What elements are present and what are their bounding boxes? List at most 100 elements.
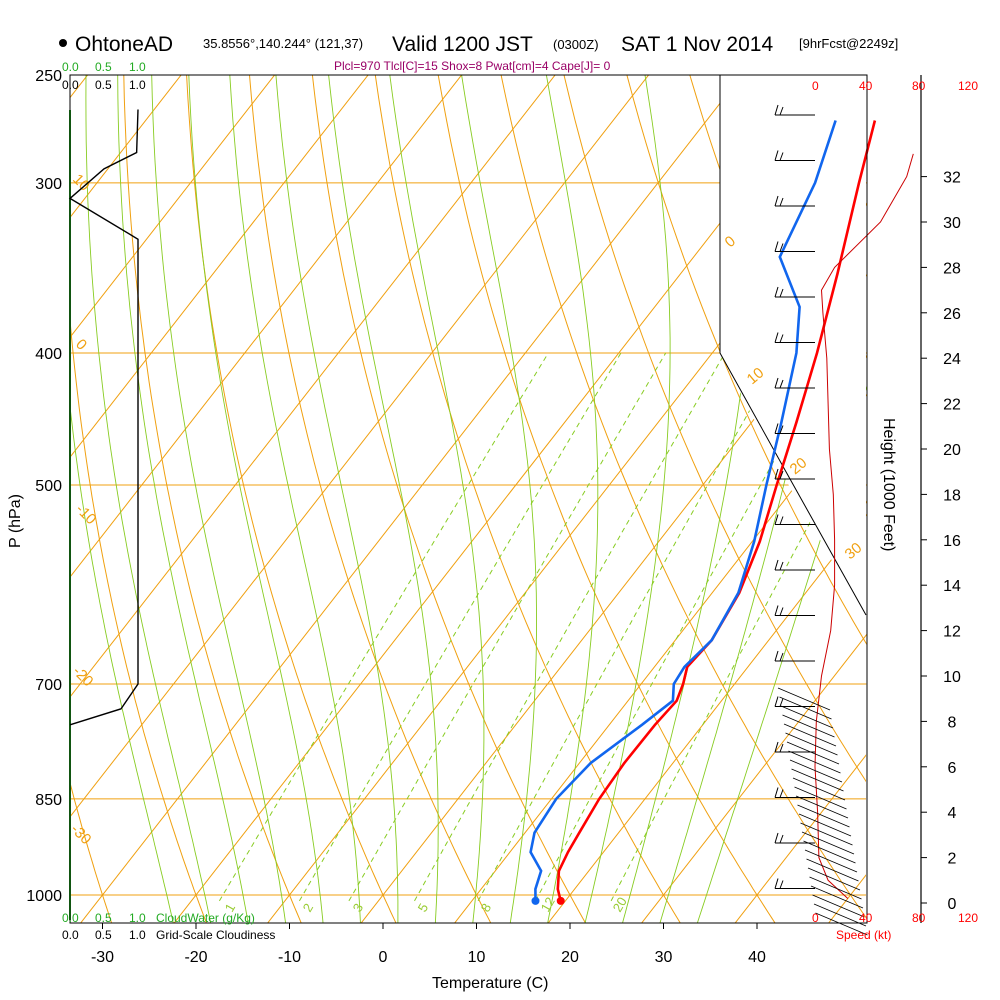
wind-barb-flag — [774, 650, 779, 662]
dry-adiabat-line — [186, 75, 397, 923]
top-cloudwater-tick-0: 0.0 — [62, 60, 79, 74]
mixing-ratio-line — [218, 352, 549, 902]
temperature-tick-label: 30 — [655, 949, 673, 966]
bottom-cloudiness-tick-2: 1.0 — [129, 928, 146, 942]
height-tick-label: 14 — [943, 578, 961, 595]
wind-barb — [803, 840, 856, 864]
wind-barb-flag — [779, 379, 784, 389]
moist-adiabat-line — [70, 402, 174, 923]
wind-barb — [794, 786, 847, 810]
wind-barb — [779, 696, 832, 720]
wind-barb — [788, 750, 841, 774]
dry-adiabat-line — [248, 75, 492, 923]
height-tick-label: 28 — [943, 260, 961, 277]
wind-barb-flag — [774, 696, 779, 707]
isotherm-line — [70, 75, 369, 458]
dry-adiabat-label: -10 — [72, 501, 99, 528]
wind-barb — [792, 777, 846, 801]
dry-adiabat-line — [70, 780, 113, 923]
isotherm-line — [70, 75, 556, 698]
wind-barb-flag — [779, 243, 784, 252]
indices-line: Plcl=970 Tlcl[C]=15 Shox=8 Pwat[cm]=4 Ca… — [334, 59, 611, 73]
pressure-tick-label: 250 — [35, 68, 62, 85]
wind-barb — [809, 876, 862, 900]
temperature-tick-label: -30 — [91, 949, 114, 966]
station-marker-icon — [59, 39, 67, 47]
moist-adiabat-line — [85, 75, 212, 923]
wind-barb-flag — [779, 197, 784, 207]
wind-barb-flag — [779, 425, 784, 434]
temperature-tick-label: 20 — [561, 949, 579, 966]
dry-adiabat-line — [123, 75, 302, 923]
wind-barb-flag — [774, 195, 779, 207]
top-cloudwater-tick-2: 1.0 — [129, 60, 146, 74]
wind-barb-flag — [779, 516, 784, 525]
dry-adiabat-label: 10 — [69, 171, 93, 195]
speed-bottom-tick-1: 40 — [859, 911, 873, 925]
wind-barb-flag — [779, 698, 784, 707]
wind-barb-flag — [779, 334, 784, 343]
wind-barb-flag — [774, 150, 779, 161]
moist-adiabat-line — [151, 75, 287, 923]
pressure-tick-label: 300 — [35, 176, 62, 193]
mixing-ratio-label: 3 — [350, 901, 367, 915]
speed-top-tick-3: 120 — [958, 79, 978, 93]
utc-time: (0300Z) — [553, 37, 599, 52]
height-axis-label: Height (1000 Feet) — [880, 418, 897, 551]
wind-barb-flag — [779, 743, 784, 753]
height-tick-label: 26 — [943, 306, 961, 323]
top-cloudiness-tick-1: 0.5 — [95, 78, 112, 92]
wind-barb-flag — [779, 880, 784, 889]
wind-barb — [786, 741, 840, 765]
dry-adiabat-line — [70, 314, 207, 923]
temperature-tick-label: 10 — [468, 949, 486, 966]
top-cloudiness-tick-0: 0.0 — [62, 78, 79, 92]
speed-top-tick-1: 40 — [859, 79, 873, 93]
wind-barb-flag — [779, 607, 784, 616]
wind-barb — [813, 903, 867, 927]
wind-barb — [782, 714, 835, 738]
mixing-ratio-label: 8 — [478, 901, 495, 915]
plot-frame — [69, 74, 868, 924]
wind-barb-flag — [774, 332, 779, 343]
isotherm-line — [641, 633, 867, 923]
wind-barb — [800, 822, 853, 846]
wind-barb-flag — [774, 377, 779, 389]
moist-adiabat-line — [545, 75, 599, 923]
isotherm-line — [70, 75, 182, 219]
dry-adiabat-line — [500, 75, 867, 920]
terrain-boundary-line — [719, 75, 867, 616]
wind-barb-flag — [774, 878, 779, 889]
isotherm-line — [360, 273, 867, 923]
valid-date: SAT 1 Nov 2014 — [621, 33, 773, 56]
temperature-line — [556, 120, 877, 902]
wind-column — [774, 75, 922, 936]
isotherm-line — [0, 51, 13, 924]
surface-temperature-dot — [556, 896, 565, 905]
pressure-axis-label: P (hPa) — [7, 494, 24, 548]
wind-barb — [785, 732, 838, 756]
wind-barb — [791, 768, 844, 792]
pressure-tick-label: 850 — [35, 792, 62, 809]
dry-adiabat-line — [374, 75, 681, 923]
wind-barb-flag — [774, 514, 779, 525]
height-tick-label: 8 — [948, 714, 957, 731]
wind-barb-flag — [774, 832, 779, 844]
wind-barb — [798, 813, 852, 837]
height-tick-label: 32 — [943, 170, 961, 187]
cloudiness-label: Grid-Scale Cloudiness — [156, 928, 275, 942]
forecast-info: [9hrFcst@2249z] — [799, 36, 898, 51]
wind-barb-flag — [774, 104, 779, 116]
wind-barb-flag — [774, 605, 779, 616]
wind-barb-flag — [779, 152, 784, 161]
wind-barb-flag — [774, 241, 779, 252]
height-tick-label: 30 — [943, 215, 961, 232]
height-tick-label: 18 — [943, 487, 961, 504]
wind-barb — [789, 759, 843, 783]
isotherm-line — [70, 75, 276, 339]
speed-bottom-tick-2: 80 — [912, 911, 926, 925]
dry-adiabat-line — [437, 75, 776, 923]
wind-barb-flag — [779, 561, 784, 571]
